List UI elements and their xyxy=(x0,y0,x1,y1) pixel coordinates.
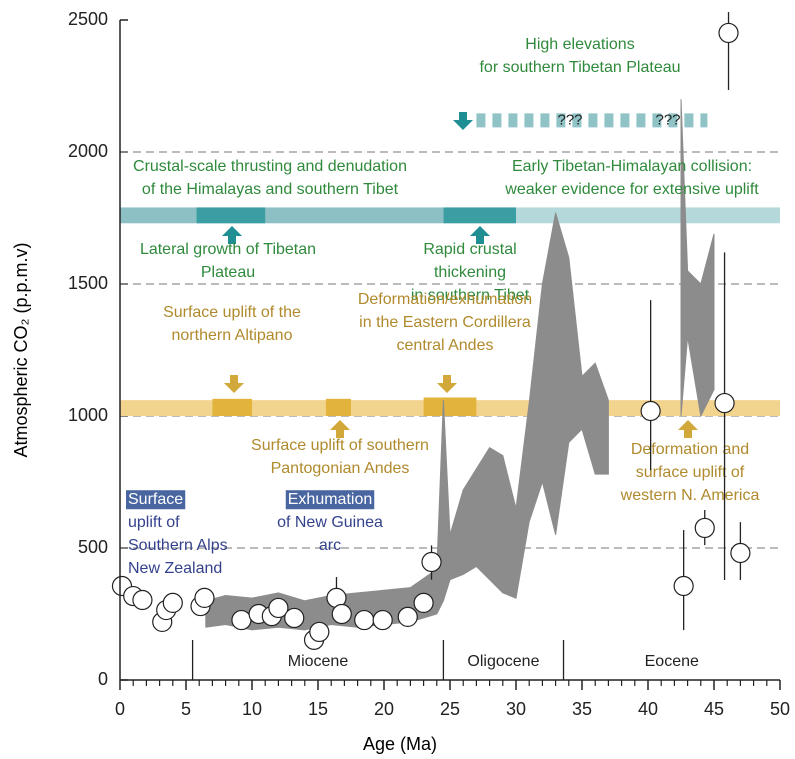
data-point xyxy=(640,400,661,422)
data-point xyxy=(694,517,715,539)
annotation: of the Himalayas and southern Tibet xyxy=(142,181,399,198)
event-bar xyxy=(212,398,252,416)
y-tick-label: 0 xyxy=(98,669,108,689)
annotation: Exhumation xyxy=(288,491,373,508)
annotation: Rapid crustal xyxy=(423,241,516,258)
data-point xyxy=(718,22,739,44)
annotation: Deformation/exhumation xyxy=(358,291,532,308)
y-tick-label: 1500 xyxy=(68,273,108,293)
arrow xyxy=(224,375,244,393)
annotation: Surface xyxy=(128,491,183,508)
annotation: central Andes xyxy=(397,337,494,354)
question-marks: ??? xyxy=(655,111,680,128)
epoch-label: Eocene xyxy=(645,653,699,670)
data-point xyxy=(284,607,305,629)
event-bar xyxy=(325,398,351,416)
question-marks: ??? xyxy=(557,111,582,128)
data-point xyxy=(132,589,153,611)
data-point xyxy=(397,606,418,628)
x-tick-label: 35 xyxy=(572,699,592,719)
epoch-label: Miocene xyxy=(288,653,349,670)
annotation-box xyxy=(285,490,375,510)
y-tick-label: 1000 xyxy=(68,405,108,425)
annotation: High elevations xyxy=(525,36,634,53)
data-point xyxy=(331,603,352,625)
annotation: Pantogonian Andes xyxy=(271,460,410,477)
annotation: Crustal-scale thrusting and denudation xyxy=(133,158,407,175)
data-point xyxy=(194,587,215,608)
arrow xyxy=(470,226,490,244)
x-tick-label: 25 xyxy=(440,699,460,719)
event-bar xyxy=(443,207,516,224)
x-tick-label: 0 xyxy=(115,699,125,719)
x-tick-label: 45 xyxy=(704,699,724,719)
data-point xyxy=(730,542,751,564)
x-tick-label: 20 xyxy=(374,699,394,719)
arrow xyxy=(678,420,698,438)
event-bar xyxy=(443,207,780,224)
data-point xyxy=(421,551,442,573)
annotation: western N. America xyxy=(620,487,760,504)
annotation-box xyxy=(126,490,186,510)
x-tick-label: 5 xyxy=(181,699,191,719)
annotation: Plateau xyxy=(201,264,255,281)
data-point xyxy=(413,592,434,614)
event-bar xyxy=(120,207,444,224)
data-point xyxy=(372,609,393,631)
data-point xyxy=(309,621,330,643)
x-tick-label: 10 xyxy=(242,699,262,719)
arrow xyxy=(437,375,457,393)
annotation: Surface uplift of southern xyxy=(251,437,429,454)
co2-band xyxy=(205,212,609,631)
event-bar xyxy=(196,207,266,224)
annotation: thickening xyxy=(434,264,506,281)
annotation: Surface uplift of the xyxy=(163,304,301,321)
data-point xyxy=(268,597,289,619)
x-tick-label: 30 xyxy=(506,699,526,719)
annotation: surface uplift of xyxy=(636,464,745,481)
event-bar xyxy=(423,397,477,416)
data-point xyxy=(673,575,694,597)
annotation: northern Altipano xyxy=(172,327,293,344)
data-point xyxy=(162,592,183,614)
arrow xyxy=(330,420,350,438)
x-tick-label: 50 xyxy=(770,699,790,719)
x-tick-label: 40 xyxy=(638,699,658,719)
data-point xyxy=(231,609,252,631)
annotation: Southern Alps xyxy=(128,537,228,554)
annotation: Lateral growth of Tibetan xyxy=(140,241,316,258)
annotation: New Zealand xyxy=(128,560,222,577)
x-tick-label: 15 xyxy=(308,699,328,719)
annotation: Early Tibetan-Himalayan collision: xyxy=(512,158,752,175)
annotation: for southern Tibetan Plateau xyxy=(479,59,680,76)
annotation: Deformation and xyxy=(631,441,749,458)
data-point xyxy=(714,392,735,414)
annotation: weaker evidence for extensive uplift xyxy=(504,181,759,198)
annotation: in the Eastern Cordillera xyxy=(359,314,531,331)
epoch-label: Oligocene xyxy=(467,653,539,670)
y-tick-label: 2500 xyxy=(68,9,108,29)
annotation: of New Guinea xyxy=(277,514,383,531)
x-axis-label: Age (Ma) xyxy=(363,734,437,754)
co2-band xyxy=(680,99,715,418)
annotation: arc xyxy=(319,537,341,554)
y-tick-label: 500 xyxy=(78,537,108,557)
y-axis-label: Atmospheric CO₂ (p.p.m.v) xyxy=(11,242,31,457)
annotation: uplift of xyxy=(128,514,180,531)
y-tick-label: 2000 xyxy=(68,141,108,161)
annotation: in southern Tibet xyxy=(411,287,530,304)
arrow xyxy=(453,112,473,130)
arrow xyxy=(222,226,242,244)
data-point xyxy=(354,609,375,631)
